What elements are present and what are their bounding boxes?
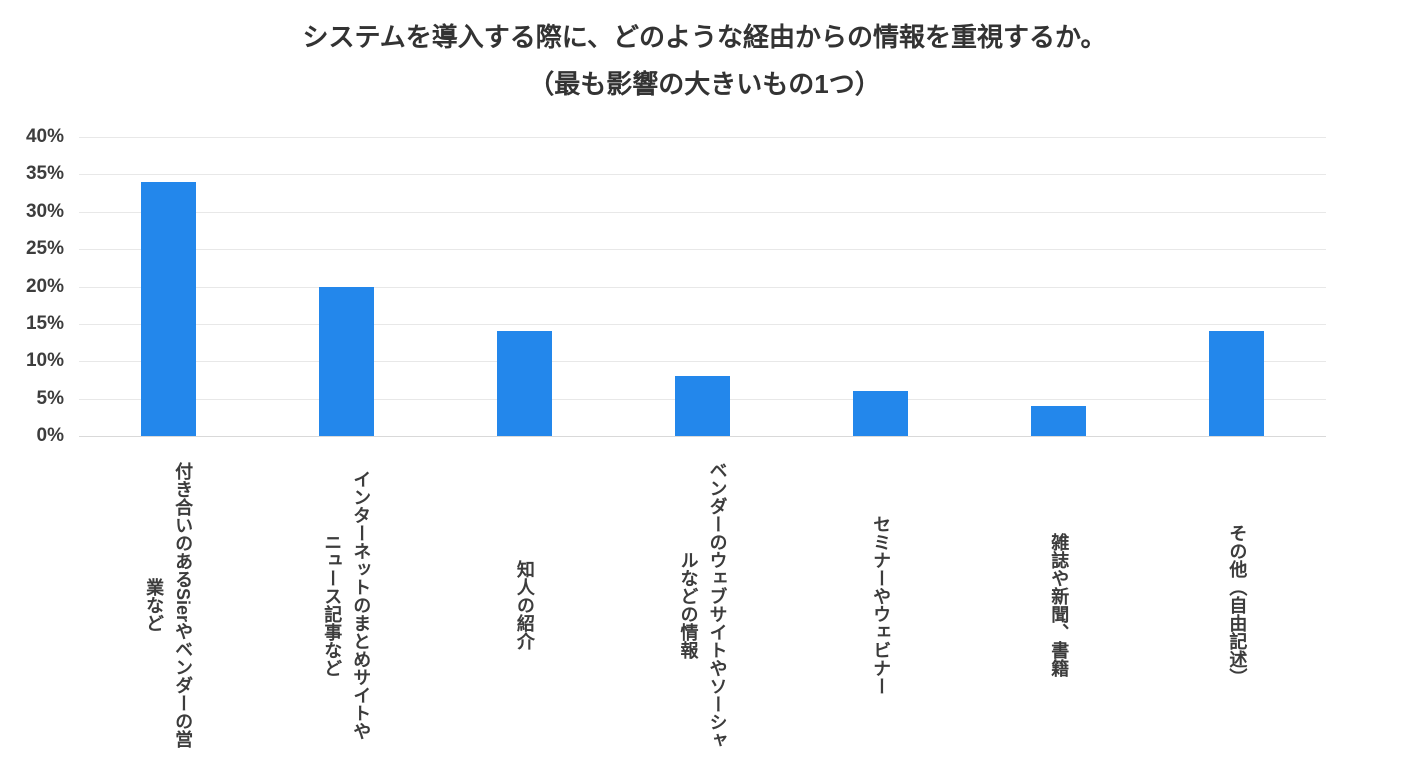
gridline — [79, 323, 1326, 325]
x-axis-label-slot: その他（自由記述） — [1148, 449, 1326, 761]
gridline — [79, 174, 1326, 176]
y-axis-tick-label: 20% — [25, 275, 64, 297]
bar-5 — [853, 391, 909, 436]
bar-3 — [496, 331, 552, 436]
chart-title: システムを導入する際に、どのような経由からの情報を重視するか。 （最も影響の大き… — [0, 14, 1409, 108]
y-axis-tick-label: 10% — [25, 350, 64, 372]
bar-6 — [1031, 406, 1087, 436]
x-axis-label-slot: インターネットのまとめサイトや ニュース記事など — [257, 449, 435, 761]
x-axis-label-slot: ベンダーのウェブサイトやソーシャ ルなどの情報 — [613, 449, 791, 761]
gridline — [79, 286, 1326, 288]
y-axis-tick-label: 40% — [25, 126, 64, 147]
chart-title-line1: システムを導入する際に、どのような経由からの情報を重視するか。 — [302, 22, 1107, 52]
gridline — [79, 211, 1326, 213]
bar-2 — [318, 286, 374, 436]
x-axis-label-slot: 雑誌や新聞、書籍 — [970, 449, 1148, 761]
x-axis-category-label: 知人の紹介 — [514, 560, 535, 650]
bar-1 — [140, 181, 196, 436]
x-axis-category-label: 雑誌や新聞、書籍 — [1049, 533, 1070, 677]
x-axis-category-label: その他（自由記述） — [1227, 524, 1248, 686]
y-axis-tick-label: 5% — [36, 387, 64, 409]
plot-area — [79, 137, 1326, 437]
y-axis-tick-label: 30% — [25, 200, 64, 222]
x-axis-category-label: ベンダーのウェブサイトやソーシャ ルなどの情報 — [678, 461, 728, 749]
bar-7 — [1209, 331, 1265, 436]
gridline — [79, 436, 1326, 437]
y-axis-tick-label: 35% — [25, 163, 64, 185]
gridline — [79, 249, 1326, 251]
y-axis-tick-label: 15% — [25, 312, 64, 334]
chart-title-line2: （最も影響の大きいもの1つ） — [528, 69, 881, 99]
gridline — [79, 137, 1326, 138]
x-axis-category-label: セミナーやウェビナー — [871, 515, 892, 695]
x-axis-category-label: 付き合いのあるSierやベンダーの営 業など — [144, 461, 194, 749]
x-axis-category-label: インターネットのまとめサイトや ニュース記事など — [322, 470, 372, 740]
y-axis-tick-label: 25% — [25, 238, 64, 260]
x-axis-label-slot: セミナーやウェビナー — [792, 449, 970, 761]
gridline — [79, 361, 1326, 363]
bar-4 — [675, 376, 730, 436]
x-axis-label-slot: 付き合いのあるSierやベンダーの営 業など — [79, 449, 257, 761]
y-axis-tick-label: 0% — [36, 425, 64, 446]
x-axis-label-slot: 知人の紹介 — [435, 449, 613, 761]
